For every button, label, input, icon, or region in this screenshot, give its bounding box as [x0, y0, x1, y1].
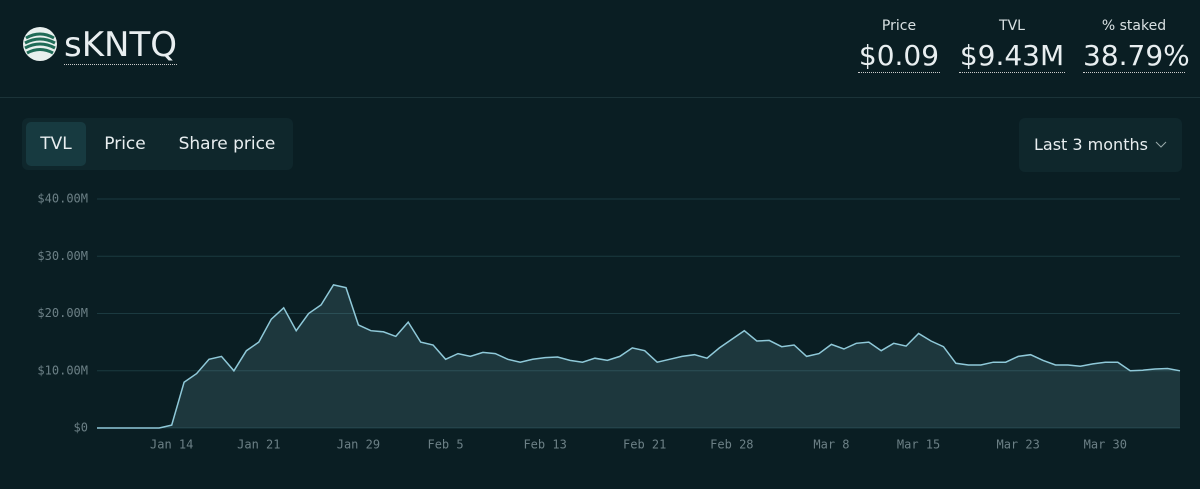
y-tick-label: $0: [74, 421, 88, 435]
y-tick-label: $20.00M: [37, 306, 88, 320]
tab[interactable]: TVL: [26, 122, 86, 166]
x-tick-label: Feb 13: [523, 438, 566, 452]
range-label: Last 3 months: [1034, 135, 1148, 154]
stat-label: % staked: [1101, 18, 1167, 34]
stat: Price $0.09: [858, 18, 940, 73]
x-tick-label: Mar 30: [1084, 438, 1127, 452]
area-line: [97, 284, 1181, 429]
x-tick-label: Feb 28: [710, 438, 753, 452]
y-tick-label: $10.00M: [37, 363, 88, 377]
x-tick-label: Feb 21: [623, 438, 666, 452]
tab-bar: TVL Price Share price: [22, 118, 293, 170]
x-tick-label: Jan 29: [337, 438, 380, 452]
stat: TVL $9.43M: [959, 18, 1065, 73]
x-tick-label: Jan 21: [237, 438, 280, 452]
token-title[interactable]: sKNTQ: [64, 25, 177, 65]
x-tick-label: Jan 14: [150, 438, 193, 452]
x-tick-label: Mar 15: [897, 438, 940, 452]
header: sKNTQ Price $0.09 TVL $9.43M % staked 38…: [0, 0, 1200, 98]
x-tick-label: Feb 5: [427, 438, 463, 452]
logo: [23, 27, 57, 61]
y-tick-label: $30.00M: [37, 249, 88, 263]
x-tick-label: Mar 23: [996, 438, 1039, 452]
tab[interactable]: Price: [104, 134, 146, 154]
chevron: [1155, 141, 1167, 148]
stat-label: Price: [881, 18, 917, 34]
area-fill: [97, 284, 1180, 428]
range-dropdown[interactable]: Last 3 months: [1019, 118, 1182, 172]
stat-label: TVL: [999, 18, 1025, 34]
stat-value[interactable]: 38.79%: [1083, 39, 1190, 73]
stat-value[interactable]: $9.43M: [959, 39, 1065, 73]
tab[interactable]: Share price: [178, 134, 276, 154]
stat: % staked 38.79%: [1083, 18, 1190, 73]
x-tick-label: Mar 8: [813, 438, 849, 452]
y-tick-label: $40.00M: [37, 192, 88, 206]
stat-value[interactable]: $0.09: [858, 39, 940, 73]
